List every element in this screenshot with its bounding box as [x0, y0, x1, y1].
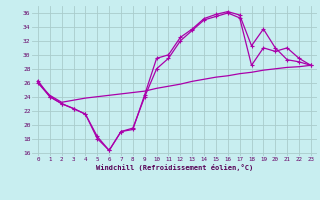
X-axis label: Windchill (Refroidissement éolien,°C): Windchill (Refroidissement éolien,°C): [96, 164, 253, 171]
